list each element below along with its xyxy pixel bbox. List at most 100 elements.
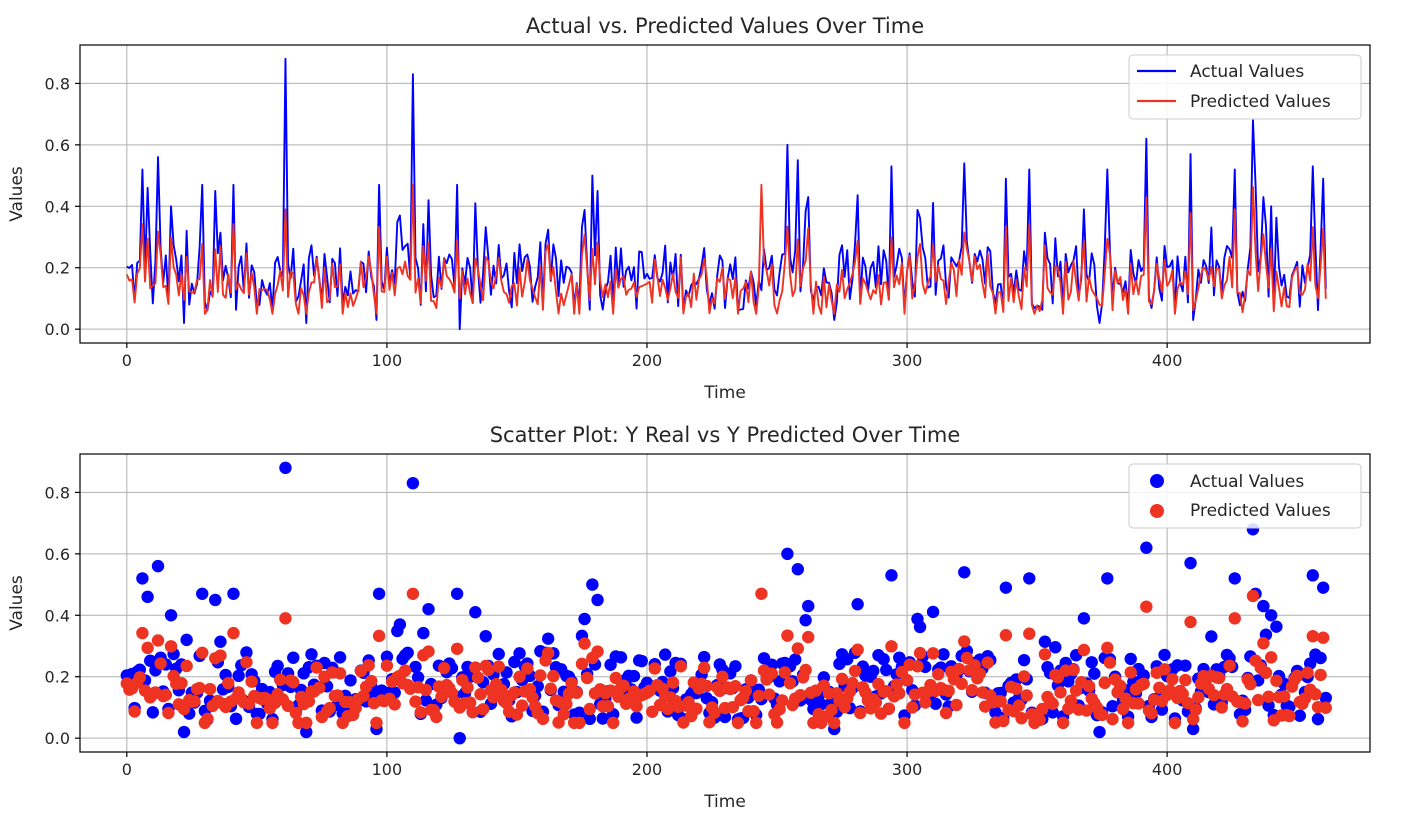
point-actual: [1046, 706, 1059, 719]
point-predicted: [1257, 637, 1270, 650]
point-actual: [1205, 630, 1218, 643]
point-predicted: [515, 699, 529, 712]
point-predicted: [763, 688, 776, 701]
point-actual: [1077, 612, 1091, 625]
y-tick-label: 0.8: [45, 74, 70, 93]
point-predicted: [1186, 712, 1200, 726]
point-actual: [1184, 556, 1197, 570]
y-tick-label: 0.4: [45, 606, 70, 625]
point-predicted: [932, 668, 945, 681]
point-actual: [1293, 709, 1306, 722]
x-tick-label: 300: [892, 351, 923, 370]
point-predicted: [1114, 679, 1127, 693]
point-actual: [1264, 609, 1278, 622]
point-actual: [136, 572, 149, 585]
point-predicted: [302, 695, 316, 708]
series-predicted-line: [125, 183, 1327, 315]
point-actual: [287, 651, 300, 664]
point-predicted: [151, 634, 165, 647]
y-tick-label: 0.2: [45, 259, 70, 278]
point-predicted: [958, 635, 971, 648]
point-predicted: [414, 706, 427, 719]
point-predicted: [674, 660, 687, 673]
point-actual: [885, 569, 898, 582]
point-predicted: [487, 691, 500, 704]
point-predicted: [994, 695, 1007, 708]
point-predicted: [906, 701, 919, 714]
point-actual: [393, 618, 407, 631]
point-predicted: [450, 642, 464, 655]
point-predicted: [180, 659, 193, 673]
point-predicted: [547, 669, 560, 683]
scatter-legend-actual-label: Actual Values: [1190, 472, 1304, 492]
point-predicted: [1124, 666, 1137, 679]
point-predicted: [900, 673, 914, 687]
point-predicted: [333, 667, 347, 680]
point-predicted: [690, 702, 703, 715]
point-actual: [305, 648, 318, 661]
point-predicted: [227, 626, 240, 640]
point-predicted: [398, 664, 412, 677]
point-predicted: [744, 674, 758, 687]
point-predicted: [1056, 716, 1070, 730]
point-actual: [578, 612, 591, 626]
point-predicted: [1038, 648, 1052, 661]
point-actual: [300, 725, 313, 739]
point-actual: [271, 659, 284, 673]
point-predicted: [508, 686, 521, 699]
point-predicted: [848, 664, 862, 678]
point-predicted: [791, 642, 805, 655]
point-predicted: [1319, 701, 1332, 714]
scatter-chart-title: Scatter Plot: Y Real vs Y Predicted Over…: [490, 423, 961, 447]
y-tick-label: 0.8: [45, 483, 70, 502]
point-predicted: [541, 646, 555, 660]
point-actual: [926, 605, 940, 619]
point-predicted: [1259, 666, 1273, 679]
point-predicted: [300, 716, 313, 730]
point-actual: [151, 559, 165, 573]
point-predicted: [981, 656, 994, 669]
point-predicted: [313, 681, 326, 694]
point-actual: [469, 606, 482, 619]
point-predicted: [380, 659, 394, 672]
scatter-legend-predicted-label: Predicted Values: [1190, 501, 1331, 521]
point-actual: [1228, 572, 1241, 585]
point-predicted: [913, 646, 927, 660]
point-actual: [513, 647, 526, 660]
point-actual: [380, 650, 394, 663]
point-predicted: [942, 684, 955, 698]
point-predicted: [1316, 631, 1330, 644]
point-actual: [406, 476, 420, 490]
point-actual: [799, 614, 812, 627]
point-actual: [718, 710, 732, 724]
point-predicted: [214, 649, 227, 662]
point-actual: [1106, 700, 1119, 713]
point-predicted: [141, 641, 154, 655]
point-actual: [409, 660, 422, 674]
point-predicted: [802, 630, 815, 644]
point-actual: [1049, 641, 1062, 654]
point-predicted: [274, 673, 287, 686]
point-predicted: [196, 646, 209, 659]
point-predicted: [1166, 672, 1179, 686]
point-actual: [333, 651, 347, 664]
point-predicted: [752, 689, 766, 702]
point-predicted: [365, 674, 378, 688]
point-actual: [479, 629, 492, 643]
point-actual: [411, 671, 425, 684]
scatter-chart: Scatter Plot: Y Real vs Y Predicted Over…: [7, 423, 1371, 812]
point-predicted: [591, 645, 604, 658]
line-chart-y-axis-label: Values: [7, 166, 27, 222]
point-predicted: [1270, 674, 1283, 687]
point-actual: [240, 646, 253, 659]
point-predicted: [406, 587, 420, 600]
point-actual: [1257, 599, 1270, 613]
point-predicted: [1140, 600, 1153, 613]
scatter-chart-legend: Actual Values Predicted Values: [1128, 463, 1362, 529]
point-predicted: [1158, 663, 1171, 676]
point-predicted: [697, 661, 711, 675]
point-predicted: [461, 681, 474, 694]
point-predicted: [133, 671, 147, 684]
point-predicted: [1103, 656, 1117, 669]
point-predicted: [372, 629, 386, 643]
